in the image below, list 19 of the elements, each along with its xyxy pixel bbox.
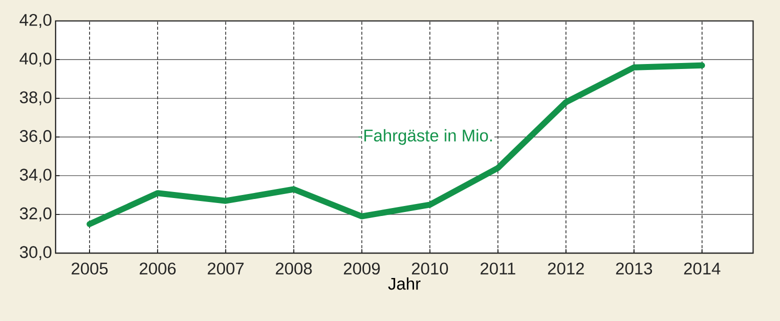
y-tick-label: 40,0 (20, 52, 52, 67)
x-tick-label: 2007 (208, 262, 244, 275)
y-tick-label: 32,0 (20, 207, 52, 222)
legend-label: Fahrgäste in Mio. (364, 129, 492, 145)
y-tick-label: 38,0 (20, 91, 52, 106)
x-tick-label: 2010 (412, 262, 448, 275)
y-tick-label: 34,0 (20, 168, 52, 183)
y-tick-label: 36,0 (20, 130, 52, 144)
y-tick-label: 42,0 (20, 14, 52, 28)
x-tick-label: 2009 (344, 262, 380, 275)
x-tick-label: 2012 (548, 262, 584, 275)
y-tick-label: 30,0 (20, 246, 52, 260)
x-tick-label: 2014 (684, 262, 720, 275)
x-tick-label: 2011 (480, 262, 516, 275)
x-tick-label: 2008 (276, 262, 312, 275)
x-axis-title: Jahr (388, 277, 420, 290)
x-tick-label: 2005 (72, 262, 108, 275)
x-tick-label: 2013 (616, 262, 652, 275)
x-tick-label: 2006 (140, 262, 176, 275)
